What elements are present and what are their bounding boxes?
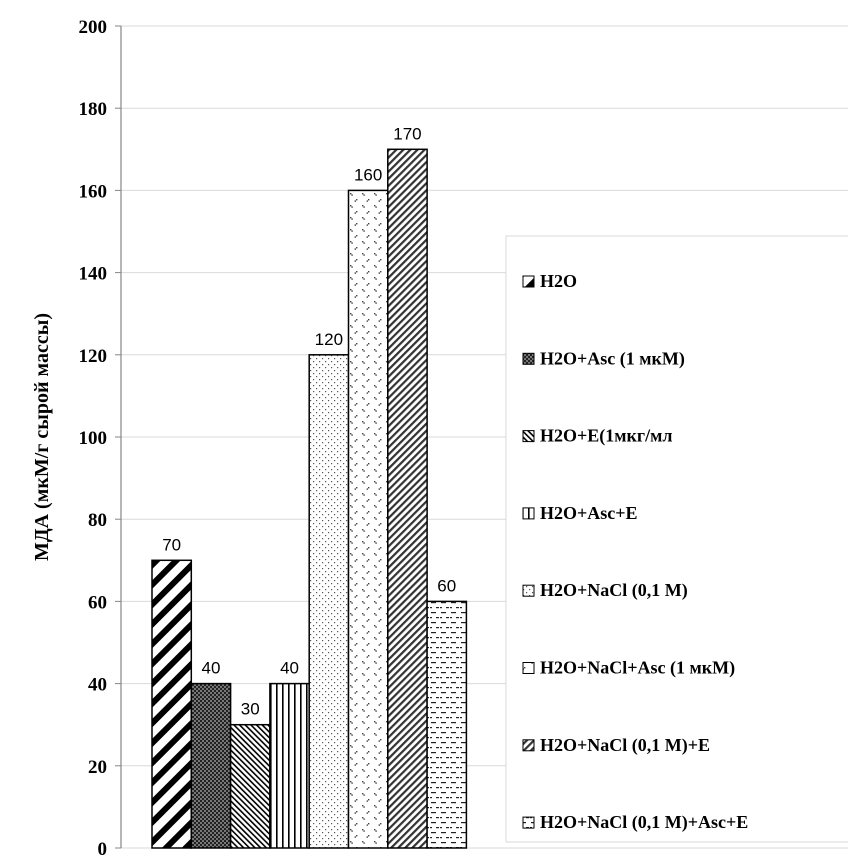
y-tick-label-160: 160 bbox=[79, 181, 108, 202]
y-tick-label-40: 40 bbox=[88, 675, 107, 696]
data-label-4: 40 bbox=[280, 659, 299, 678]
legend-swatch-7 bbox=[522, 739, 535, 752]
legend-label-4: H2O+Asc+E bbox=[540, 503, 638, 523]
bars bbox=[151, 148, 468, 849]
legend-swatch-4 bbox=[522, 507, 535, 520]
data-label-1: 70 bbox=[162, 535, 181, 554]
legend-label-2: H2O+Asc (1 мкМ) bbox=[540, 348, 685, 369]
y-tick-label-100: 100 bbox=[79, 428, 108, 449]
data-label-6: 160 bbox=[354, 165, 382, 184]
bar-2 bbox=[190, 682, 232, 849]
data-labels: 70 40 30 40 120 160 170 60 bbox=[162, 124, 456, 718]
y-tick-label-60: 60 bbox=[88, 592, 107, 613]
legend-label-8: H2O+NaCl (0,1 М)+Asc+E bbox=[540, 812, 748, 833]
y-tick-label-140: 140 bbox=[79, 264, 108, 285]
legend-swatch-2 bbox=[522, 352, 535, 365]
bar-4 bbox=[269, 682, 310, 849]
y-tick-label-180: 180 bbox=[79, 99, 108, 120]
bar-3 bbox=[229, 723, 271, 849]
legend-label-6: H2O+NaCl+Asc (1 мкМ) bbox=[540, 658, 735, 679]
legend-label-5: H2O+NaCl (0,1 М) bbox=[540, 580, 688, 601]
data-label-3: 30 bbox=[241, 700, 260, 719]
legend-swatch-3 bbox=[522, 430, 535, 443]
legend-swatch-1 bbox=[522, 275, 535, 288]
bar-7 bbox=[387, 148, 428, 849]
y-tick-label-20: 20 bbox=[88, 757, 107, 778]
bar-8 bbox=[426, 600, 468, 849]
legend: H2O H2O+Asc (1 мкМ) H2O+E(1мкг/мл H2O+Asc+E… bbox=[505, 235, 848, 843]
legend-swatch-8 bbox=[522, 816, 535, 829]
legend-box bbox=[505, 235, 848, 843]
bar-1 bbox=[151, 559, 193, 849]
data-label-5: 120 bbox=[315, 330, 343, 349]
data-label-7: 170 bbox=[393, 124, 421, 143]
legend-label-3: H2O+E(1мкг/мл bbox=[540, 426, 672, 447]
data-label-2: 40 bbox=[201, 659, 220, 678]
y-tick-label-200: 200 bbox=[79, 17, 108, 38]
bar-6 bbox=[347, 189, 389, 849]
y-tick-label-0: 0 bbox=[98, 839, 108, 856]
data-label-8: 60 bbox=[437, 576, 456, 595]
bar-5 bbox=[308, 354, 350, 849]
legend-swatch-6 bbox=[522, 662, 535, 674]
y-tick-label-80: 80 bbox=[88, 510, 107, 531]
y-axis-tick-labels: 0 20 40 60 80 100 120 140 160 180 200 bbox=[79, 17, 108, 856]
y-axis-title: МДА (мкМ/г сырой массы) bbox=[31, 313, 53, 561]
legend-label-1: H2O bbox=[540, 271, 577, 291]
y-tick-label-120: 120 bbox=[79, 346, 108, 367]
legend-label-7: H2O+NaCl (0,1 М)+E bbox=[540, 735, 710, 756]
legend-swatch-5 bbox=[522, 584, 535, 597]
